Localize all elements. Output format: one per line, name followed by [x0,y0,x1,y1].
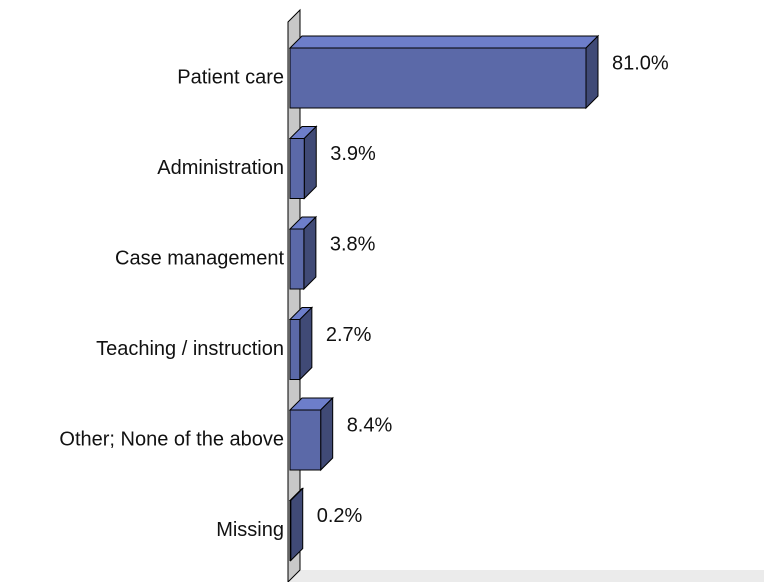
bar-side [303,125,317,200]
bar [289,228,305,290]
bar [289,138,305,199]
bar-side [290,487,304,562]
bar-side [320,396,334,472]
category-label: Teaching / instruction [96,338,284,360]
category-label: Missing [216,519,284,541]
category-label: Other; None of the above [59,428,284,450]
bar [289,47,587,109]
value-label: 3.9% [330,143,376,165]
category-label: Patient care [177,66,284,88]
floor [288,570,764,582]
category-label: Case management [115,247,284,269]
value-label: 2.7% [326,324,372,346]
value-label: 81.0% [612,52,669,74]
value-label: 3.8% [330,233,376,255]
bar [289,409,322,471]
bar-side [299,306,313,381]
bar-side [303,215,317,291]
bar [289,500,292,561]
bar-side [585,34,599,110]
bar-top [288,35,600,49]
value-label: 0.2% [317,505,363,527]
category-label: Administration [157,157,284,179]
value-label: 8.4% [347,414,393,436]
bar [289,319,301,380]
